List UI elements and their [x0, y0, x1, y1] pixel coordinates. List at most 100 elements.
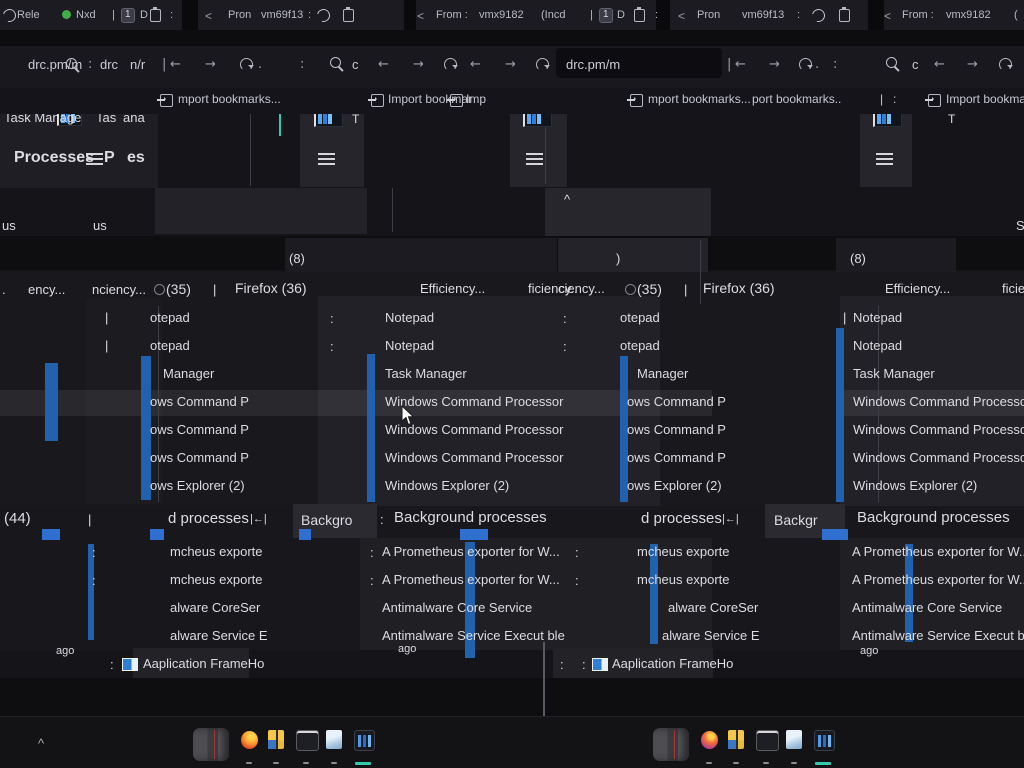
- process-row-antimalware-exe[interactable]: Antimalware Service Execut ble: [852, 628, 1024, 643]
- process-row-antimalware-core[interactable]: Antimalware Core Service: [852, 600, 1003, 615]
- menu-icon[interactable]: [86, 153, 103, 166]
- forward-button[interactable]: →: [505, 57, 516, 72]
- fragment: P: [104, 149, 115, 166]
- menu-icon[interactable]: [318, 153, 335, 166]
- back-button[interactable]: ←: [170, 57, 181, 72]
- taskbar-terminal-icon[interactable]: [296, 730, 319, 751]
- process-row-prometheus[interactable]: A Prometheus exporter for W...: [382, 544, 560, 559]
- forward-button[interactable]: →: [967, 57, 978, 72]
- taskbar-notepad-icon[interactable]: [786, 730, 802, 749]
- clipboard-icon[interactable]: [839, 7, 850, 22]
- import-bookmarks-button[interactable]: mport bookmarks...: [648, 92, 751, 106]
- taskbar-explorer-icon[interactable]: [268, 730, 284, 749]
- clipboard-icon[interactable]: [634, 7, 645, 22]
- process-row-explorer[interactable]: Windows Explorer (2): [385, 478, 510, 493]
- search-icon[interactable]: [886, 57, 897, 68]
- process-row-antimalware-exe[interactable]: Antimalware Service Execut ble: [382, 628, 565, 643]
- reload-button[interactable]: [536, 58, 550, 71]
- menu-icon[interactable]: [526, 153, 543, 166]
- taskbar-start-widget[interactable]: [653, 728, 689, 761]
- process-group-firefox[interactable]: Firefox (36): [703, 280, 775, 296]
- taskbar-terminal-icon[interactable]: [756, 730, 779, 751]
- tab-title[interactable]: vm69f13: [742, 9, 785, 21]
- fragment: ): [616, 251, 621, 266]
- fragment: |: [105, 310, 109, 325]
- process-row-command-processor[interactable]: Windows Command Processor: [385, 422, 564, 437]
- reload-button[interactable]: [444, 58, 458, 71]
- clipboard-icon[interactable]: [343, 7, 354, 22]
- address-text[interactable]: drc.pm/m: [28, 57, 83, 72]
- process-row-notepad[interactable]: Notepad: [853, 310, 903, 325]
- taskbar-taskmanager-icon[interactable]: [814, 730, 835, 751]
- tab-scroll-left[interactable]: <: [205, 9, 213, 23]
- process-row-application-framehost[interactable]: Aaplication FrameHo: [143, 656, 265, 671]
- tab-title[interactable]: vm69f13: [261, 9, 304, 21]
- tab-scroll-left[interactable]: <: [884, 9, 892, 23]
- glitch-bar: [460, 529, 488, 540]
- fragment: c: [912, 57, 919, 72]
- import-bookmarks-button[interactable]: Import bookma: [946, 92, 1024, 106]
- tab-title[interactable]: Rele: [17, 9, 40, 21]
- process-fragment: ows Command P: [150, 394, 249, 409]
- address-bar-text[interactable]: drc.pm/m: [566, 57, 621, 72]
- process-row-antimalware-core[interactable]: Antimalware Core Service: [382, 600, 533, 615]
- back-button[interactable]: ←: [470, 57, 481, 72]
- menu-icon[interactable]: [876, 153, 893, 166]
- address-text[interactable]: drc: [100, 57, 119, 72]
- process-row-task-manager[interactable]: Task Manager: [385, 366, 467, 381]
- forward-button[interactable]: →: [205, 57, 216, 72]
- tab-title[interactable]: From :: [902, 9, 934, 21]
- fragment: :: [170, 9, 174, 21]
- import-bookmarks-button[interactable]: Import bookmar: [388, 92, 473, 106]
- process-group-firefox[interactable]: Firefox (36): [235, 280, 307, 296]
- collapse-chevron[interactable]: ^: [564, 192, 571, 207]
- taskbar-firefox-icon[interactable]: [241, 731, 258, 749]
- tab-title[interactable]: vmx9182: [946, 9, 991, 21]
- search-icon[interactable]: [330, 57, 341, 68]
- forward-button[interactable]: →: [769, 57, 780, 72]
- clipboard-icon[interactable]: [150, 7, 161, 22]
- taskbar-taskmanager-icon[interactable]: [354, 730, 375, 751]
- address-bar[interactable]: [556, 48, 722, 78]
- tab-title[interactable]: Pron: [228, 9, 252, 21]
- tab-scroll-left[interactable]: <: [417, 9, 425, 23]
- back-button[interactable]: ←: [378, 57, 389, 72]
- taskbar-explorer-icon[interactable]: [728, 730, 744, 749]
- import-bookmarks-button[interactable]: Imp: [466, 92, 487, 106]
- process-row-command-processor[interactable]: Windows Command Processor: [853, 422, 1024, 437]
- tab-title[interactable]: From :: [436, 9, 468, 21]
- process-row-command-processor[interactable]: Windows Command Processor: [853, 450, 1024, 465]
- process-row-prometheus[interactable]: A Prometheus exporter for W...: [852, 572, 1024, 587]
- process-row-notepad[interactable]: Notepad: [853, 338, 903, 353]
- forward-button[interactable]: →: [413, 57, 424, 72]
- tab-title[interactable]: Pron: [697, 9, 721, 21]
- total-process-count: (44): [4, 510, 31, 527]
- process-row-command-processor[interactable]: Windows Command Processor: [385, 450, 564, 465]
- process-row-command-processor[interactable]: Windows Command Processor: [853, 394, 1024, 409]
- address-text[interactable]: n/r: [130, 57, 146, 72]
- tab-title[interactable]: Nxd: [76, 9, 96, 21]
- tab-title[interactable]: vmx9182: [479, 9, 524, 21]
- back-button[interactable]: ←: [934, 57, 945, 72]
- process-row-prometheus[interactable]: A Prometheus exporter for W...: [852, 544, 1024, 559]
- process-fragment: otepad: [150, 338, 190, 353]
- import-bookmarks-button[interactable]: port bookmarks..: [752, 92, 842, 106]
- process-row-task-manager[interactable]: Task Manager: [853, 366, 935, 381]
- processes-tab[interactable]: Processes: [14, 149, 95, 166]
- taskbar-notepad-icon[interactable]: [326, 730, 342, 749]
- reload-button[interactable]: [240, 58, 254, 71]
- process-row-notepad[interactable]: Notepad: [385, 338, 435, 353]
- tab-scroll-left[interactable]: <: [678, 9, 686, 23]
- process-row-application-framehost[interactable]: Aaplication FrameHo: [612, 656, 734, 671]
- process-row-command-processor[interactable]: Windows Command Processor: [385, 394, 564, 409]
- import-bookmarks-button[interactable]: mport bookmarks...: [178, 92, 281, 106]
- taskbar-firefox-icon[interactable]: [701, 731, 718, 749]
- taskbar-overflow-chevron[interactable]: ^: [38, 736, 45, 751]
- process-row-explorer[interactable]: Windows Explorer (2): [853, 478, 978, 493]
- back-button[interactable]: ←: [735, 57, 746, 72]
- reload-button[interactable]: [799, 58, 813, 71]
- taskbar-start-widget[interactable]: [193, 728, 229, 761]
- process-row-notepad[interactable]: Notepad: [385, 310, 435, 325]
- process-row-prometheus[interactable]: A Prometheus exporter for W...: [382, 572, 560, 587]
- reload-button[interactable]: [999, 58, 1013, 71]
